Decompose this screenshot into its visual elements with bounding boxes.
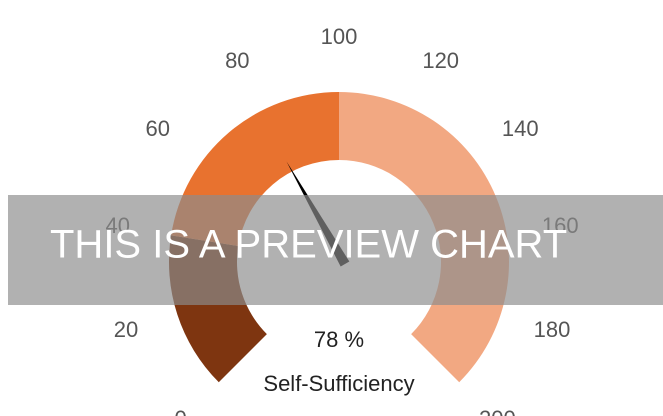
tick-label: 0	[174, 406, 186, 416]
tick-label: 180	[534, 317, 571, 342]
tick-label: 100	[321, 24, 358, 49]
tick-label: 120	[422, 48, 459, 73]
watermark-banner	[8, 195, 663, 305]
tick-label: 80	[225, 48, 249, 73]
tick-label: 140	[502, 116, 539, 141]
tick-label: 20	[114, 317, 138, 342]
watermark: THIS IS A PREVIEW CHART	[50, 223, 567, 267]
gauge-band	[339, 92, 510, 383]
gauge-label: Self-Sufficiency	[263, 371, 414, 396]
tick-label: 60	[146, 116, 170, 141]
value-label: 78 %	[314, 327, 364, 352]
tick-label: 200	[479, 406, 516, 416]
